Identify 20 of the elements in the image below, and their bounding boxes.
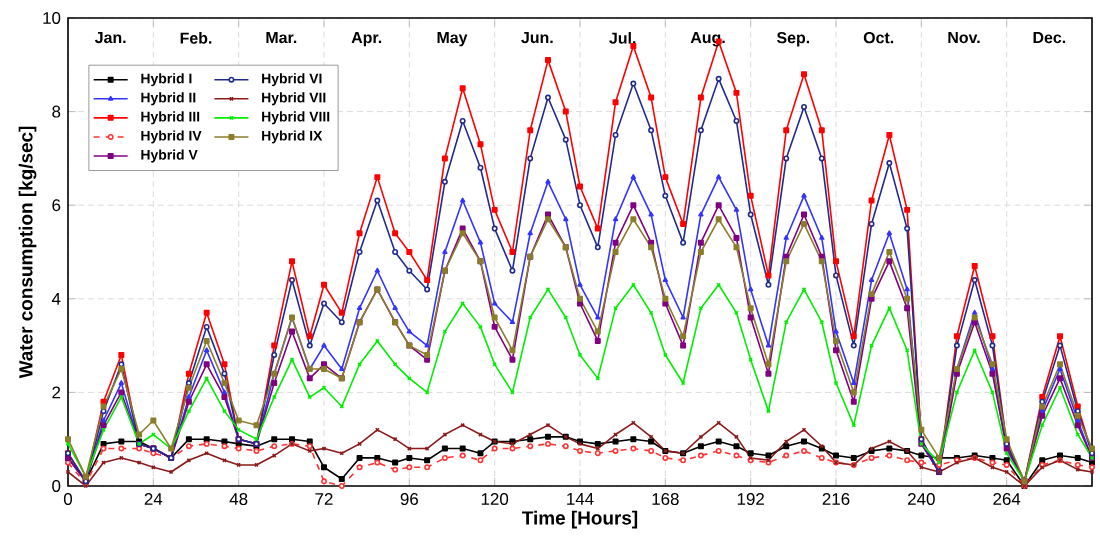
x-tick-label: 144 bbox=[567, 493, 594, 505]
y-tick-label: 4 bbox=[51, 292, 61, 305]
y-tick-label: 2 bbox=[52, 386, 61, 399]
x-tick-label: 240 bbox=[908, 493, 935, 506]
x-tick-label: 24 bbox=[144, 493, 163, 505]
x-axis-title: Time [Hours] bbox=[522, 510, 638, 529]
x-tick-label: 48 bbox=[229, 493, 248, 506]
x-tick-label: 120 bbox=[481, 493, 509, 506]
x-tick-label: 72 bbox=[315, 493, 333, 505]
x-tick-label: 192 bbox=[737, 493, 764, 506]
x-tick-label: 168 bbox=[652, 493, 679, 506]
y-tick-label: 6 bbox=[52, 199, 61, 212]
y-tick-label: 10 bbox=[43, 12, 61, 24]
x-tick-label: 0 bbox=[63, 493, 73, 506]
x-tick-label: 216 bbox=[822, 493, 850, 506]
y-tick-label: 0 bbox=[52, 480, 61, 492]
x-tick-label: 264 bbox=[993, 493, 1021, 506]
x-tick-label: 96 bbox=[400, 493, 419, 506]
y-tick-label: 8 bbox=[52, 105, 61, 118]
y-axis-title: Water consumption [kg/sec] bbox=[18, 126, 37, 379]
